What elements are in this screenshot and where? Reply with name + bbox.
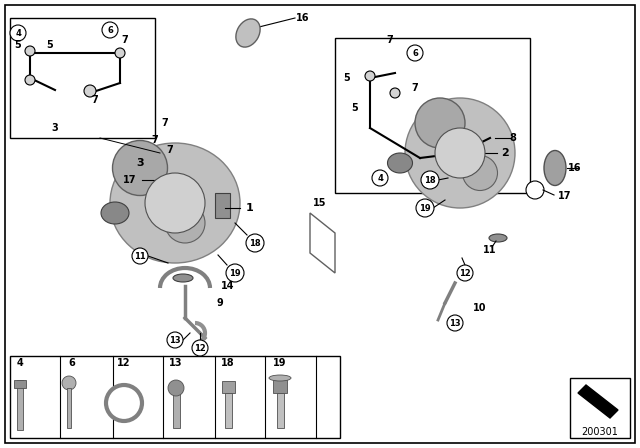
Bar bbox=[14, 380, 26, 388]
Circle shape bbox=[10, 25, 26, 41]
Bar bbox=[215, 193, 230, 218]
Text: 11: 11 bbox=[483, 245, 497, 255]
Text: 7: 7 bbox=[387, 35, 394, 45]
Circle shape bbox=[372, 170, 388, 186]
Circle shape bbox=[457, 265, 473, 281]
Text: 7: 7 bbox=[162, 118, 168, 128]
Text: 19: 19 bbox=[419, 203, 431, 212]
Bar bbox=[173, 393, 180, 428]
Circle shape bbox=[455, 150, 465, 160]
Text: 9: 9 bbox=[216, 298, 223, 308]
Text: 18: 18 bbox=[249, 238, 261, 247]
Circle shape bbox=[84, 85, 96, 97]
Bar bbox=[273, 379, 287, 393]
Text: 16: 16 bbox=[296, 13, 310, 23]
Circle shape bbox=[115, 48, 125, 58]
Ellipse shape bbox=[110, 143, 240, 263]
Circle shape bbox=[390, 88, 400, 98]
Circle shape bbox=[168, 380, 184, 396]
Text: 5: 5 bbox=[351, 103, 358, 113]
Ellipse shape bbox=[165, 203, 205, 243]
Ellipse shape bbox=[101, 202, 129, 224]
Circle shape bbox=[421, 171, 439, 189]
Bar bbox=[225, 393, 232, 428]
Ellipse shape bbox=[463, 155, 497, 190]
Circle shape bbox=[447, 315, 463, 331]
Bar bbox=[10, 18, 155, 138]
Circle shape bbox=[167, 332, 183, 348]
Circle shape bbox=[407, 45, 423, 61]
Text: 4: 4 bbox=[15, 29, 21, 38]
Text: 3: 3 bbox=[52, 123, 58, 133]
Text: 17: 17 bbox=[558, 191, 572, 201]
Text: 19: 19 bbox=[229, 268, 241, 277]
Bar bbox=[335, 38, 530, 193]
Text: 5: 5 bbox=[15, 40, 21, 50]
Bar bbox=[10, 356, 340, 438]
Text: 15: 15 bbox=[313, 198, 327, 208]
Text: 6: 6 bbox=[68, 358, 76, 368]
Text: 4: 4 bbox=[377, 173, 383, 182]
Text: 10: 10 bbox=[473, 303, 487, 313]
Circle shape bbox=[102, 22, 118, 38]
Text: 13: 13 bbox=[449, 319, 461, 327]
Circle shape bbox=[132, 248, 148, 264]
Circle shape bbox=[62, 376, 76, 390]
Text: 12: 12 bbox=[194, 344, 206, 353]
Circle shape bbox=[25, 75, 35, 85]
Circle shape bbox=[192, 340, 208, 356]
Bar bbox=[67, 388, 71, 428]
Text: 7: 7 bbox=[412, 83, 419, 93]
Text: 3: 3 bbox=[136, 158, 144, 168]
Circle shape bbox=[365, 71, 375, 81]
Bar bbox=[222, 381, 235, 393]
Polygon shape bbox=[578, 385, 618, 418]
Text: 18: 18 bbox=[221, 358, 235, 368]
Circle shape bbox=[246, 234, 264, 252]
Ellipse shape bbox=[405, 98, 515, 208]
Bar bbox=[17, 380, 23, 430]
Text: 5: 5 bbox=[47, 40, 53, 50]
Circle shape bbox=[145, 173, 205, 233]
Ellipse shape bbox=[526, 181, 544, 199]
Ellipse shape bbox=[173, 274, 193, 282]
Text: 19: 19 bbox=[273, 358, 287, 368]
Text: 2: 2 bbox=[501, 148, 509, 158]
Text: 16: 16 bbox=[568, 163, 582, 173]
Text: 12: 12 bbox=[117, 358, 131, 368]
Text: 13: 13 bbox=[169, 358, 183, 368]
Ellipse shape bbox=[113, 141, 168, 195]
Circle shape bbox=[25, 46, 35, 56]
Ellipse shape bbox=[387, 153, 413, 173]
Ellipse shape bbox=[236, 19, 260, 47]
Ellipse shape bbox=[544, 151, 566, 185]
Bar bbox=[277, 393, 284, 428]
Text: 13: 13 bbox=[169, 336, 181, 345]
Text: 11: 11 bbox=[134, 251, 146, 260]
Text: 6: 6 bbox=[107, 26, 113, 34]
Text: 12: 12 bbox=[459, 268, 471, 277]
Text: 200301: 200301 bbox=[582, 427, 618, 437]
Text: 7: 7 bbox=[122, 35, 129, 45]
Text: 8: 8 bbox=[509, 133, 516, 143]
Circle shape bbox=[226, 264, 244, 282]
Text: 1: 1 bbox=[246, 203, 254, 213]
Circle shape bbox=[106, 385, 142, 421]
Ellipse shape bbox=[415, 98, 465, 148]
Text: 7: 7 bbox=[92, 95, 99, 105]
Text: 4: 4 bbox=[17, 358, 24, 368]
Text: 14: 14 bbox=[221, 281, 235, 291]
Ellipse shape bbox=[489, 234, 507, 242]
Circle shape bbox=[416, 199, 434, 217]
Text: 7: 7 bbox=[152, 135, 158, 145]
Bar bbox=[570, 378, 630, 438]
Text: 7: 7 bbox=[166, 145, 173, 155]
Circle shape bbox=[435, 128, 485, 178]
Text: 18: 18 bbox=[424, 176, 436, 185]
Text: 17: 17 bbox=[124, 175, 137, 185]
Ellipse shape bbox=[269, 375, 291, 381]
Text: 5: 5 bbox=[344, 73, 350, 83]
Text: 6: 6 bbox=[412, 48, 418, 57]
